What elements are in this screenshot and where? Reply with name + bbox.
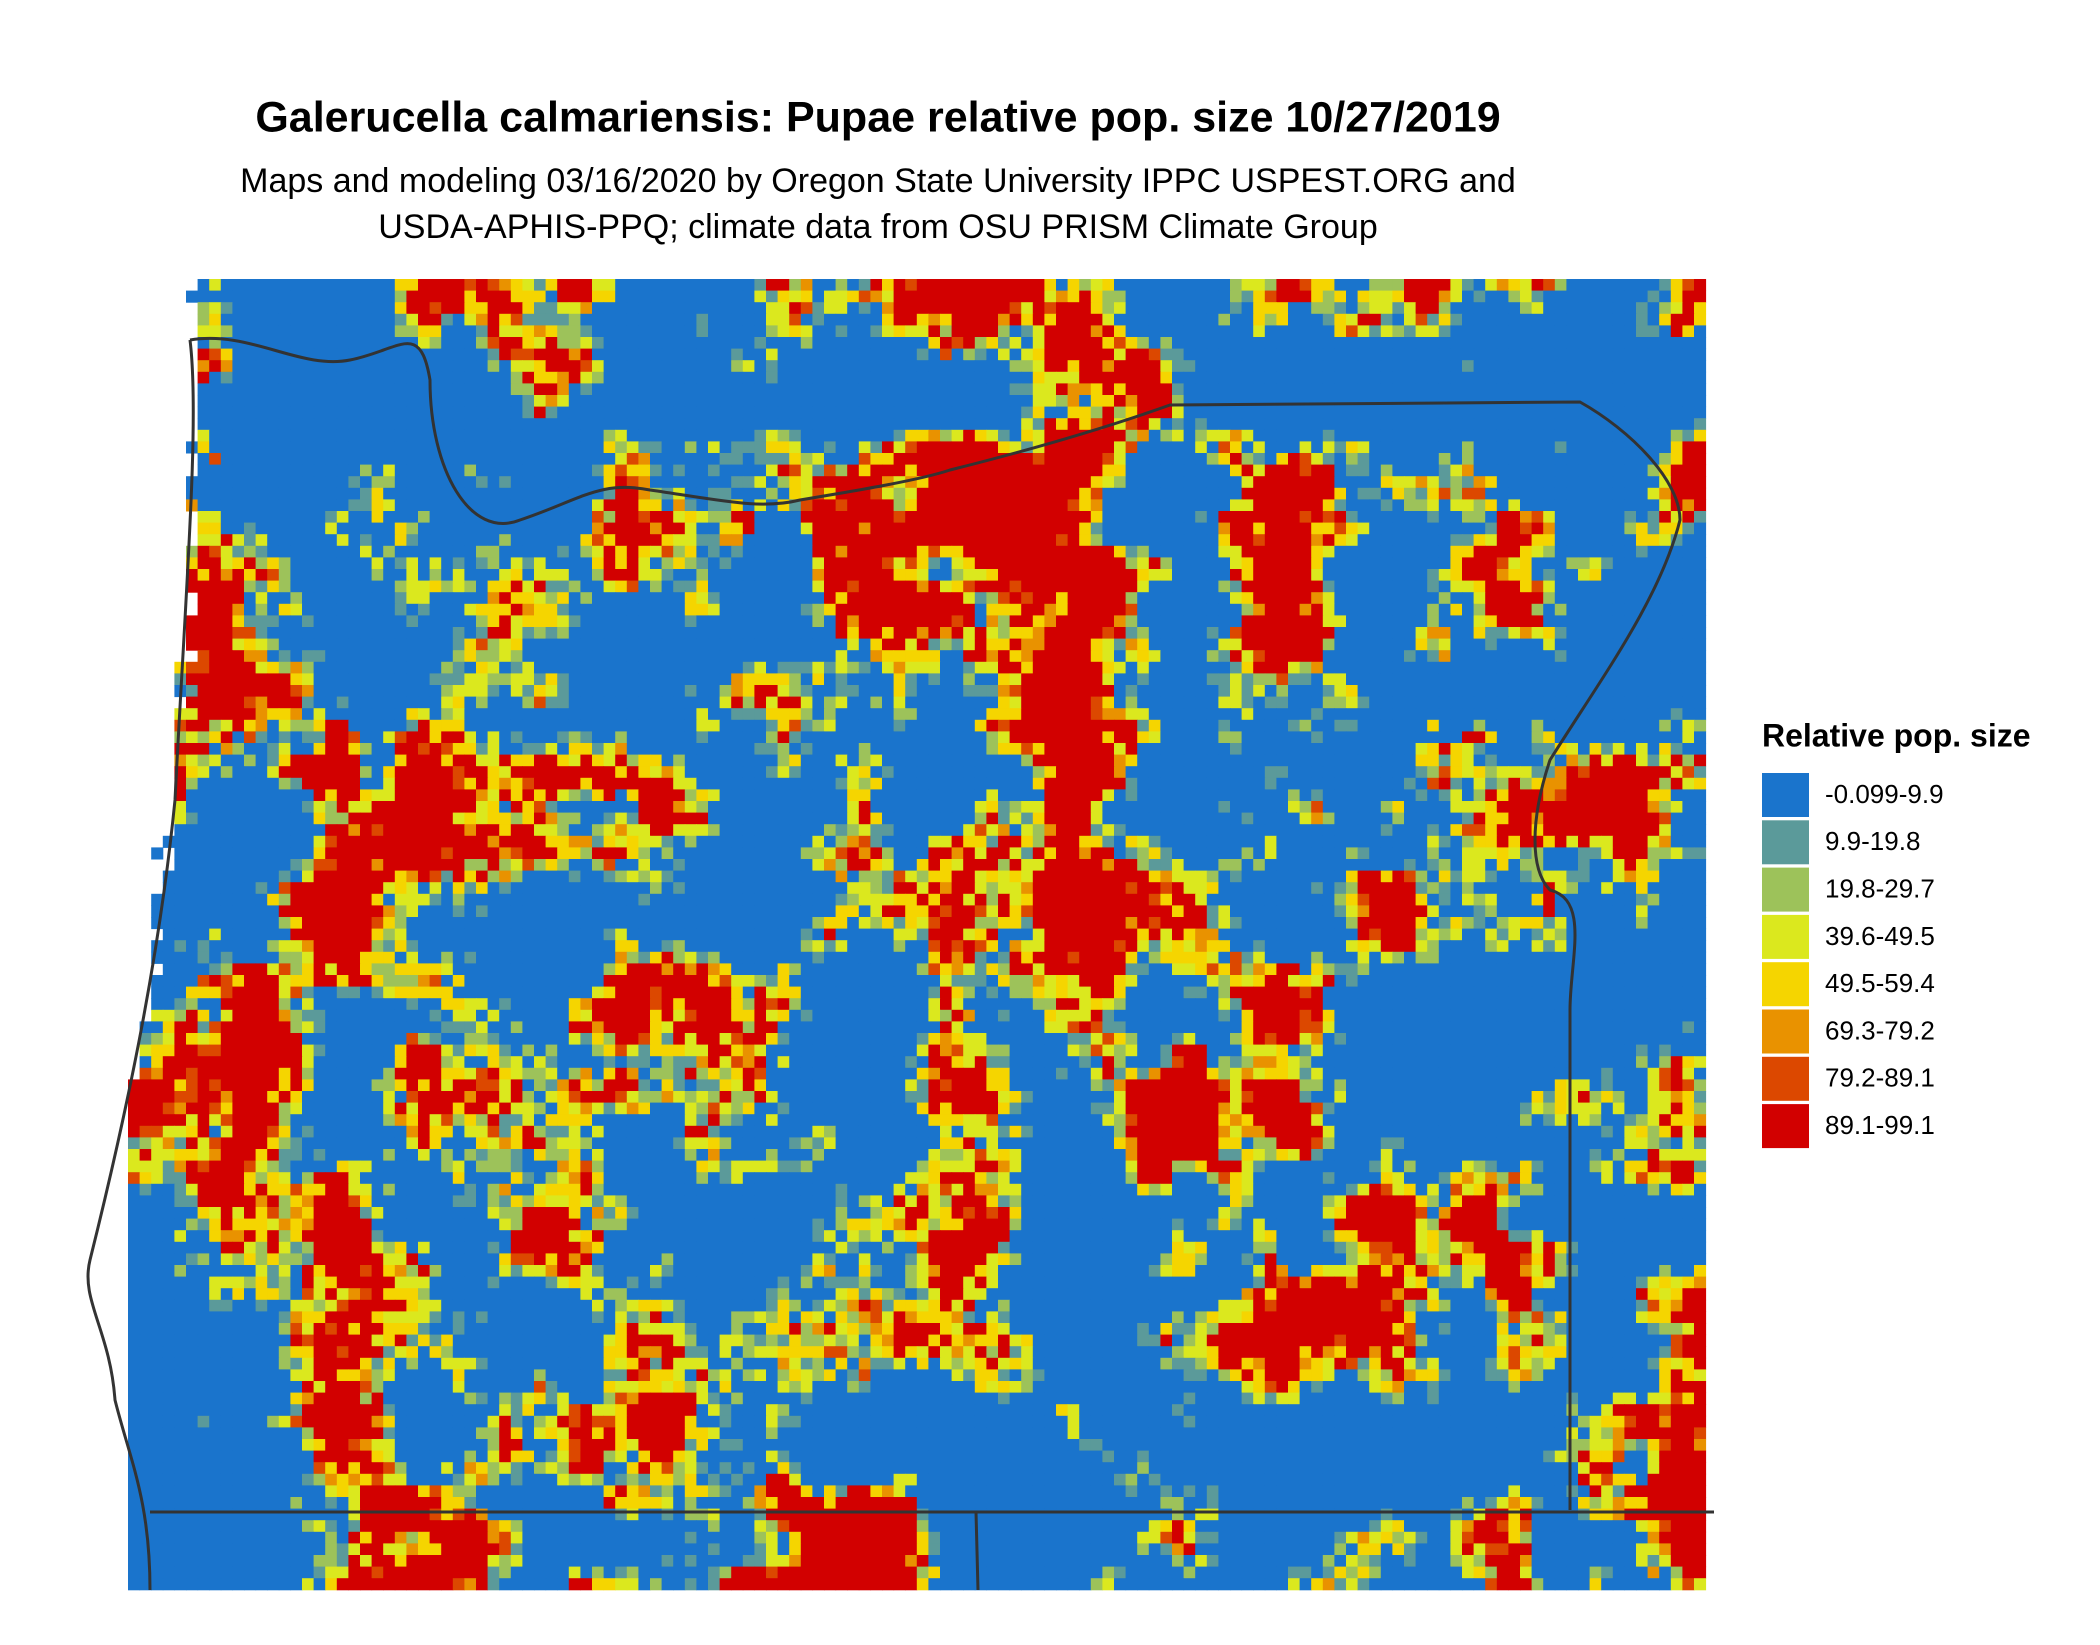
raster — [128, 279, 1707, 1591]
borders — [86, 336, 1714, 1591]
legend-label: 39.6-49.5 — [1825, 921, 1935, 951]
coastline — [86, 339, 195, 1591]
legend-label: 79.2-89.1 — [1825, 1063, 1935, 1093]
subtitle-line: Maps and modeling 03/16/2020 by Oregon S… — [240, 162, 1516, 200]
legend-label: 69.3-79.2 — [1825, 1015, 1935, 1045]
legend-swatch — [1762, 914, 1809, 959]
legend: -0.099-9.9 9.9-19.8 19.8-29.7 39.6-49.5 49.5… — [1762, 773, 1944, 1149]
legend-swatch — [1762, 1056, 1809, 1101]
legend-label: 89.1-99.1 — [1825, 1110, 1935, 1140]
legend-label: 49.5-59.4 — [1825, 968, 1935, 998]
legend-swatch — [1762, 962, 1809, 1007]
legend-swatch — [1762, 820, 1809, 865]
state-border — [974, 1511, 980, 1591]
legend-label: -0.099-9.9 — [1825, 779, 1944, 809]
legend-swatch — [1762, 1009, 1809, 1054]
map-title: Galerucella calmariensis: Pupae relative… — [255, 93, 1500, 141]
legend-swatch — [1762, 1104, 1809, 1149]
subtitle-line: USDA-APHIS-PPQ; climate data from OSU PR… — [378, 208, 1377, 246]
legend-label: 19.8-29.7 — [1825, 873, 1935, 903]
state-border — [189, 336, 1682, 1510]
legend-title: Relative pop. size — [1762, 717, 2031, 753]
legend-swatch — [1762, 773, 1809, 817]
legend-label: 9.9-19.8 — [1825, 826, 1920, 856]
legend-swatch — [1762, 867, 1809, 912]
